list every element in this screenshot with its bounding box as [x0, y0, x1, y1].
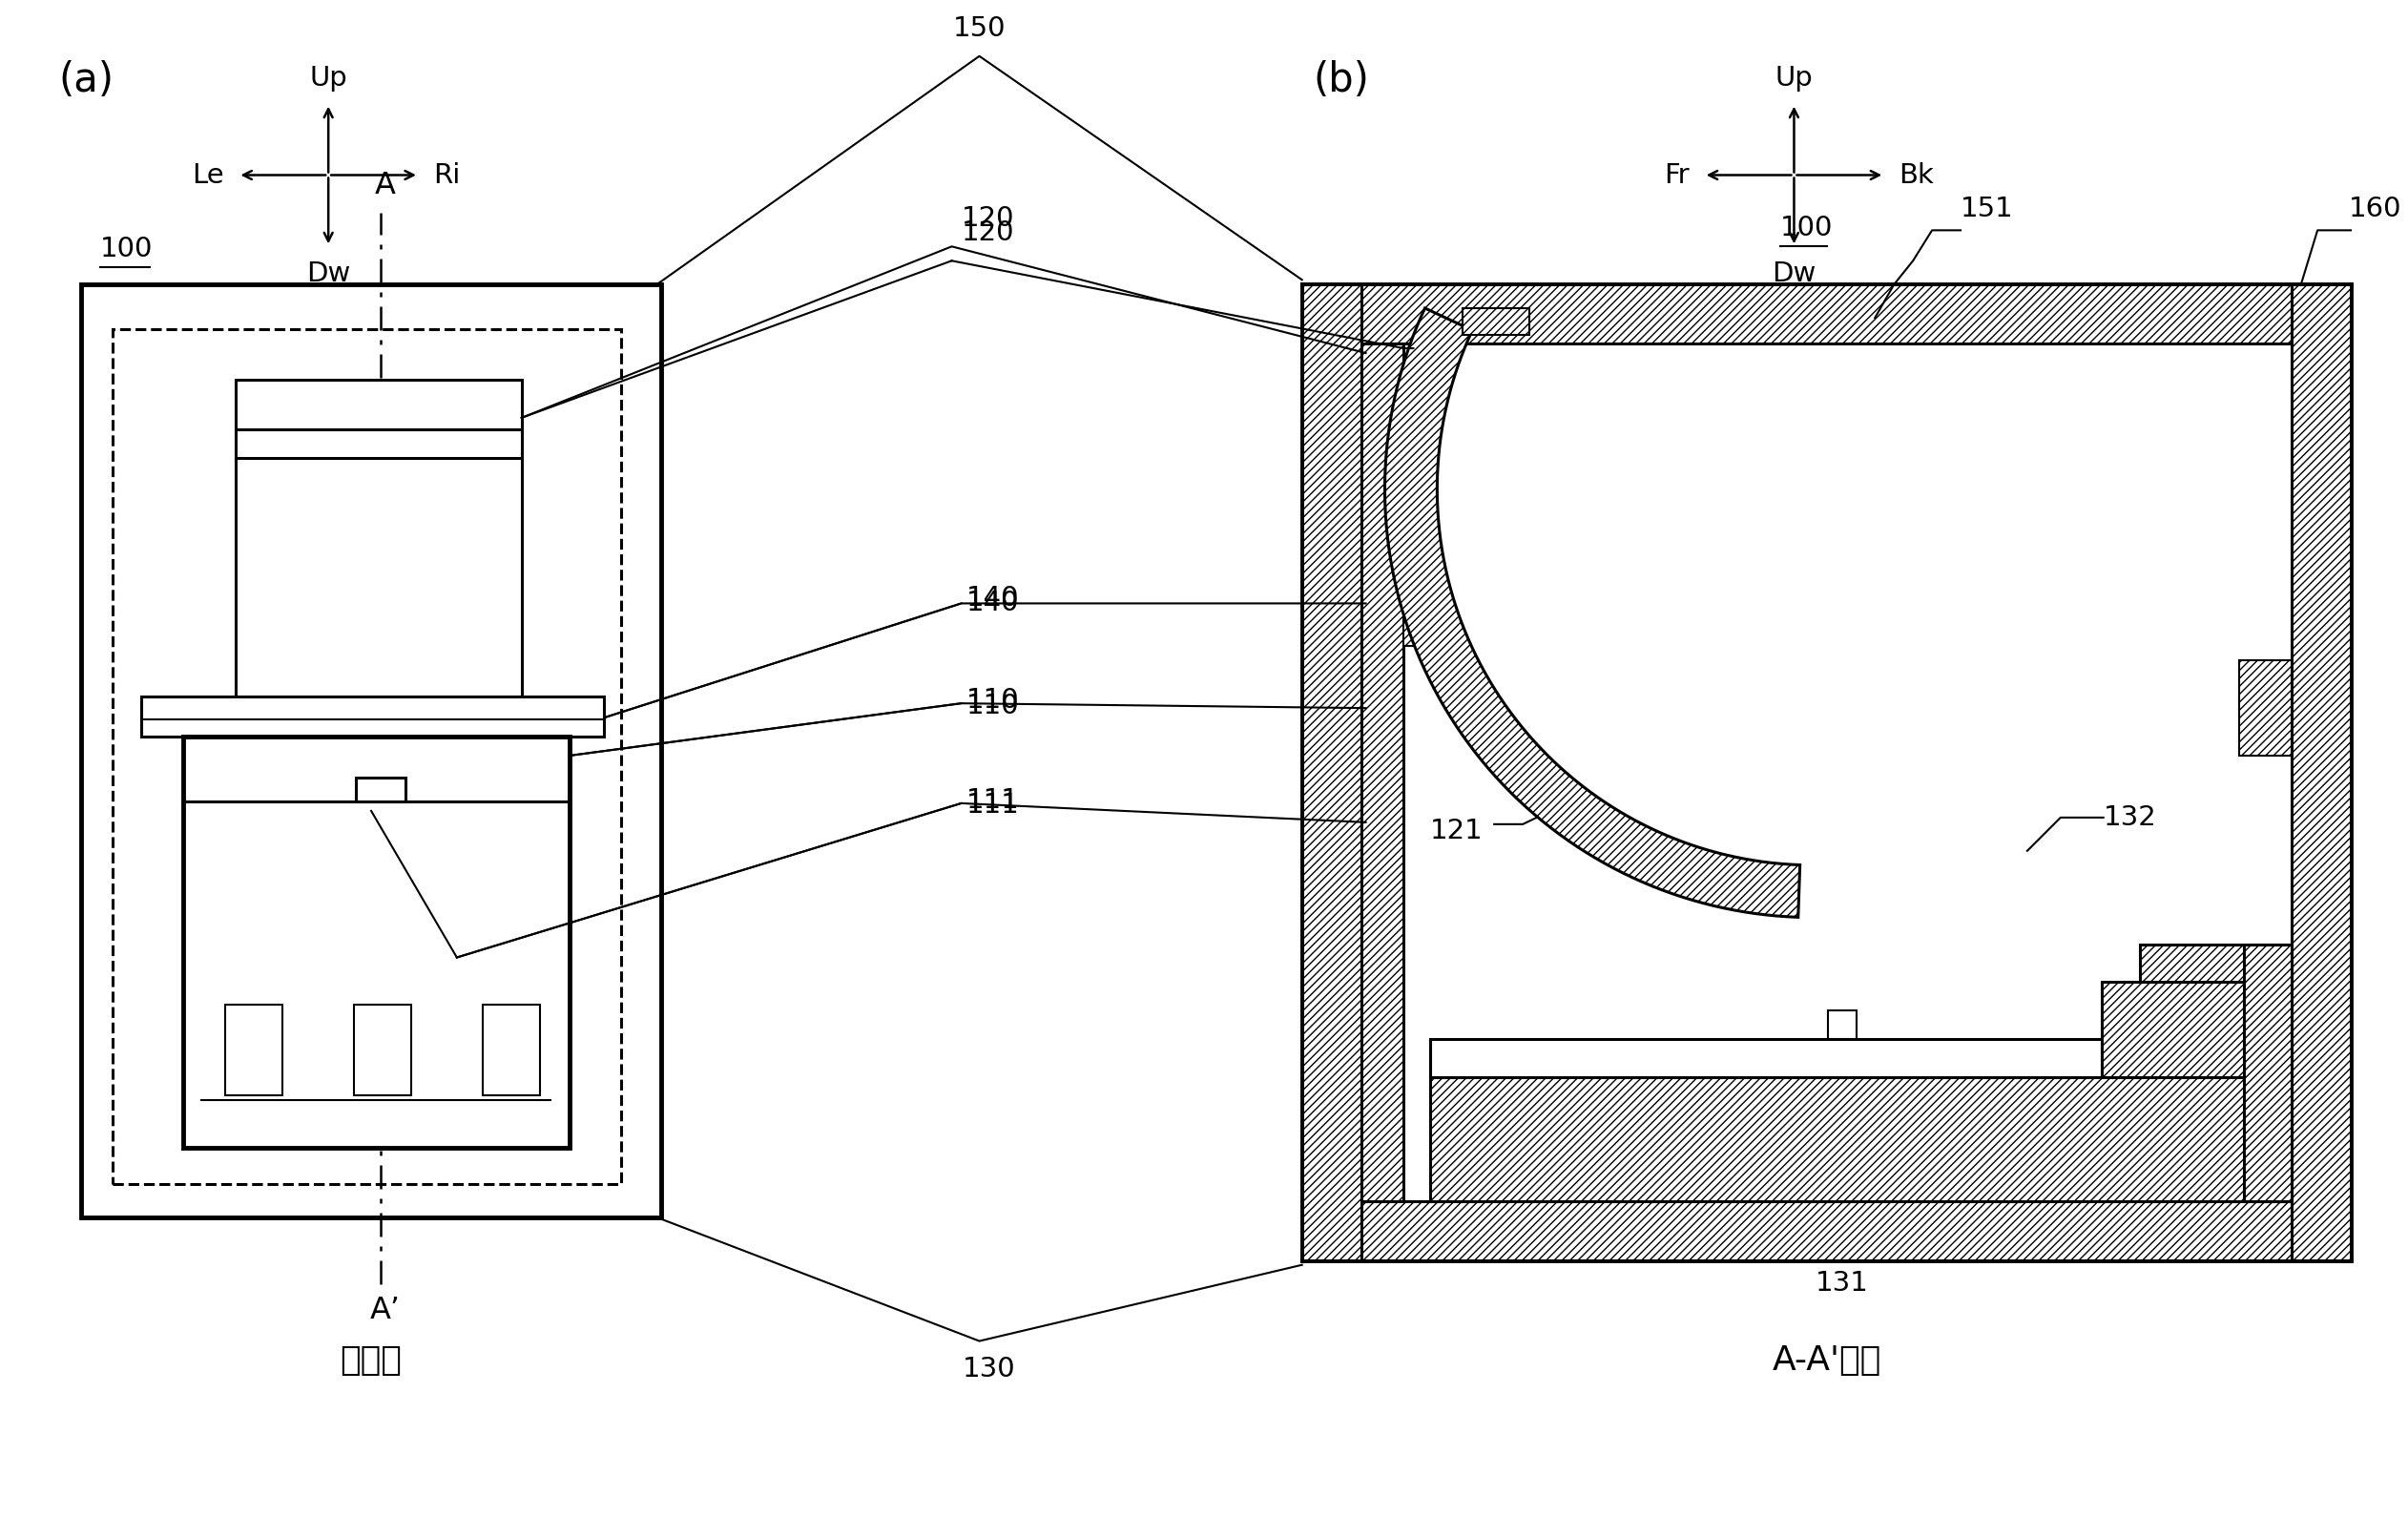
Bar — [482, 1004, 539, 1095]
Bar — [1361, 343, 1404, 1201]
Text: Le: Le — [193, 161, 224, 189]
Text: A-A'截面: A-A'截面 — [1772, 1344, 1881, 1377]
Bar — [1361, 343, 2292, 1201]
Text: 130: 130 — [963, 1355, 1016, 1383]
Bar — [2292, 285, 2350, 1260]
Bar — [1303, 285, 2350, 343]
Bar — [1430, 1078, 2292, 1201]
Bar — [1462, 308, 1529, 335]
Text: 120: 120 — [961, 220, 1014, 246]
Bar — [183, 737, 568, 1147]
Text: Fr: Fr — [1664, 161, 1690, 189]
Bar — [356, 778, 405, 801]
Bar — [82, 285, 662, 1217]
Text: (b): (b) — [1312, 60, 1370, 100]
Bar — [236, 380, 523, 698]
Bar — [354, 1004, 412, 1095]
Bar — [1303, 285, 1361, 1260]
Polygon shape — [1385, 308, 1799, 917]
Bar — [1404, 571, 1430, 646]
Text: Up: Up — [1775, 65, 1813, 91]
Text: 140: 140 — [966, 591, 1019, 617]
Text: Dw: Dw — [1772, 261, 1816, 288]
Bar — [140, 697, 604, 737]
Text: Bk: Bk — [1900, 161, 1934, 189]
Text: (a): (a) — [60, 60, 113, 100]
Text: 151: 151 — [1960, 195, 2013, 223]
Text: 正面图: 正面图 — [340, 1344, 402, 1377]
Text: Ri: Ri — [433, 161, 460, 189]
Text: 121: 121 — [1430, 818, 1483, 844]
Bar — [2102, 983, 2292, 1078]
Text: Up: Up — [308, 65, 347, 91]
Bar — [113, 329, 621, 1184]
Bar — [2244, 944, 2292, 1201]
Bar — [1430, 1040, 2102, 1078]
Text: A: A — [376, 171, 395, 201]
Text: 120: 120 — [961, 206, 1014, 232]
Bar — [1828, 1010, 1857, 1040]
Text: 110: 110 — [966, 687, 1019, 714]
Text: 111: 111 — [966, 787, 1019, 814]
Bar — [2239, 660, 2292, 755]
Text: 132: 132 — [2102, 804, 2158, 831]
Text: 160: 160 — [2348, 195, 2401, 223]
Text: 110: 110 — [966, 692, 1019, 720]
Text: 100: 100 — [1780, 215, 1832, 241]
Bar — [2141, 944, 2292, 983]
Text: A’: A’ — [371, 1295, 400, 1324]
Bar — [1303, 1201, 2350, 1260]
Bar — [226, 1004, 282, 1095]
Text: Dw: Dw — [306, 261, 352, 288]
Text: 150: 150 — [954, 15, 1007, 42]
Text: 100: 100 — [101, 235, 152, 263]
Text: 111: 111 — [966, 792, 1019, 818]
Bar — [1303, 286, 2350, 1260]
Text: 140: 140 — [966, 586, 1019, 612]
Text: 131: 131 — [1816, 1270, 1869, 1297]
